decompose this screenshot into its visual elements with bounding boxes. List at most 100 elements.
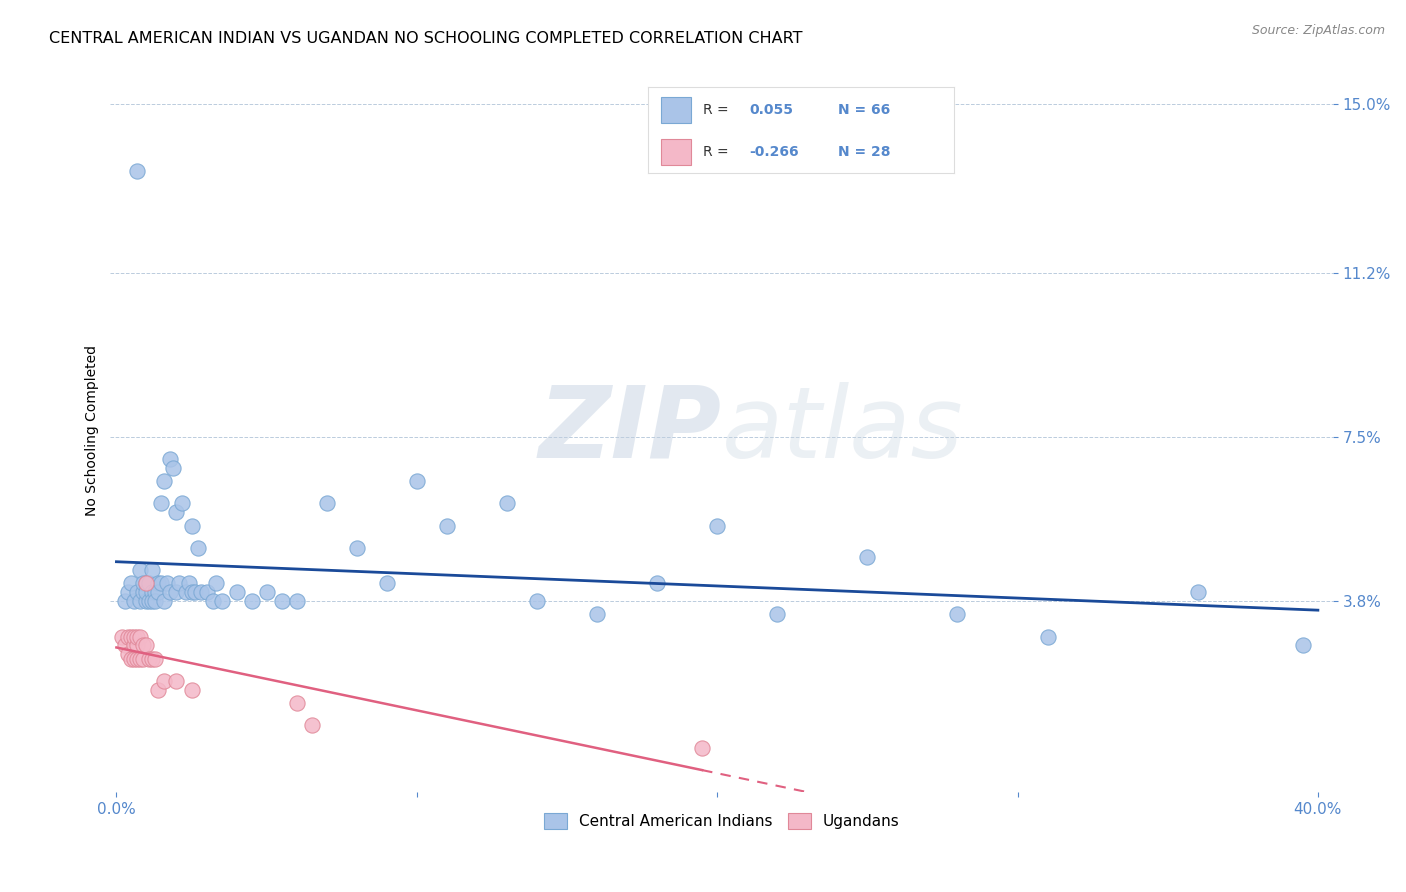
Point xyxy=(129,563,152,577)
Point xyxy=(166,585,188,599)
Point xyxy=(177,576,200,591)
Point xyxy=(141,585,163,599)
Point xyxy=(766,607,789,622)
Point xyxy=(153,594,176,608)
Point xyxy=(153,475,176,489)
Point xyxy=(195,585,218,599)
Point xyxy=(138,594,160,608)
Point xyxy=(180,585,202,599)
Point xyxy=(1292,639,1315,653)
Point xyxy=(346,541,368,555)
Point xyxy=(141,652,163,666)
Point xyxy=(174,585,197,599)
Point xyxy=(690,740,713,755)
Point xyxy=(120,652,142,666)
Point xyxy=(405,475,427,489)
Legend: Central American Indians, Ugandans: Central American Indians, Ugandans xyxy=(537,806,905,835)
Point xyxy=(166,505,188,519)
Point xyxy=(256,585,278,599)
Point xyxy=(150,576,173,591)
Point xyxy=(180,518,202,533)
Point xyxy=(285,696,308,710)
Point xyxy=(645,576,668,591)
Point xyxy=(132,585,155,599)
Point xyxy=(211,594,233,608)
Y-axis label: No Schooling Completed: No Schooling Completed xyxy=(86,344,100,516)
Point xyxy=(706,518,728,533)
Point xyxy=(159,452,181,467)
Point xyxy=(132,652,155,666)
Point xyxy=(135,576,157,591)
Point xyxy=(127,652,149,666)
Point xyxy=(135,594,157,608)
Point xyxy=(124,652,146,666)
Point xyxy=(127,639,149,653)
Point xyxy=(150,496,173,510)
Point xyxy=(138,576,160,591)
Point xyxy=(301,718,323,732)
Point xyxy=(111,630,134,644)
Point xyxy=(172,496,194,510)
Point xyxy=(129,652,152,666)
Point xyxy=(162,461,184,475)
Point xyxy=(114,594,136,608)
Point xyxy=(159,585,181,599)
Point xyxy=(124,639,146,653)
Point xyxy=(270,594,292,608)
Point xyxy=(186,541,208,555)
Point xyxy=(153,673,176,688)
Point xyxy=(225,585,247,599)
Point xyxy=(127,163,149,178)
Text: CENTRAL AMERICAN INDIAN VS UGANDAN NO SCHOOLING COMPLETED CORRELATION CHART: CENTRAL AMERICAN INDIAN VS UGANDAN NO SC… xyxy=(49,31,803,46)
Point xyxy=(204,576,226,591)
Point xyxy=(375,576,398,591)
Point xyxy=(169,576,191,591)
Point xyxy=(135,639,157,653)
Point xyxy=(148,682,170,697)
Point xyxy=(117,630,139,644)
Point xyxy=(141,594,163,608)
Point xyxy=(124,594,146,608)
Point xyxy=(946,607,969,622)
Point xyxy=(190,585,212,599)
Point xyxy=(166,673,188,688)
Point xyxy=(129,594,152,608)
Point xyxy=(124,630,146,644)
Text: ZIP: ZIP xyxy=(538,382,721,479)
Point xyxy=(180,682,202,697)
Point xyxy=(526,594,548,608)
Point xyxy=(436,518,458,533)
Point xyxy=(148,585,170,599)
Point xyxy=(114,639,136,653)
Point xyxy=(135,585,157,599)
Point xyxy=(496,496,519,510)
Point xyxy=(586,607,609,622)
Point xyxy=(183,585,205,599)
Point xyxy=(141,563,163,577)
Point xyxy=(132,576,155,591)
Point xyxy=(856,549,879,564)
Point xyxy=(117,648,139,662)
Point xyxy=(285,594,308,608)
Point xyxy=(117,585,139,599)
Point xyxy=(156,576,179,591)
Text: Source: ZipAtlas.com: Source: ZipAtlas.com xyxy=(1251,24,1385,37)
Point xyxy=(127,585,149,599)
Point xyxy=(201,594,224,608)
Point xyxy=(1187,585,1209,599)
Point xyxy=(240,594,263,608)
Point xyxy=(127,630,149,644)
Point xyxy=(148,576,170,591)
Point xyxy=(129,630,152,644)
Point xyxy=(120,630,142,644)
Point xyxy=(145,652,167,666)
Point xyxy=(138,652,160,666)
Point xyxy=(145,585,167,599)
Text: atlas: atlas xyxy=(721,382,963,479)
Point xyxy=(132,639,155,653)
Point xyxy=(135,576,157,591)
Point xyxy=(120,576,142,591)
Point xyxy=(1036,630,1059,644)
Point xyxy=(315,496,337,510)
Point xyxy=(145,594,167,608)
